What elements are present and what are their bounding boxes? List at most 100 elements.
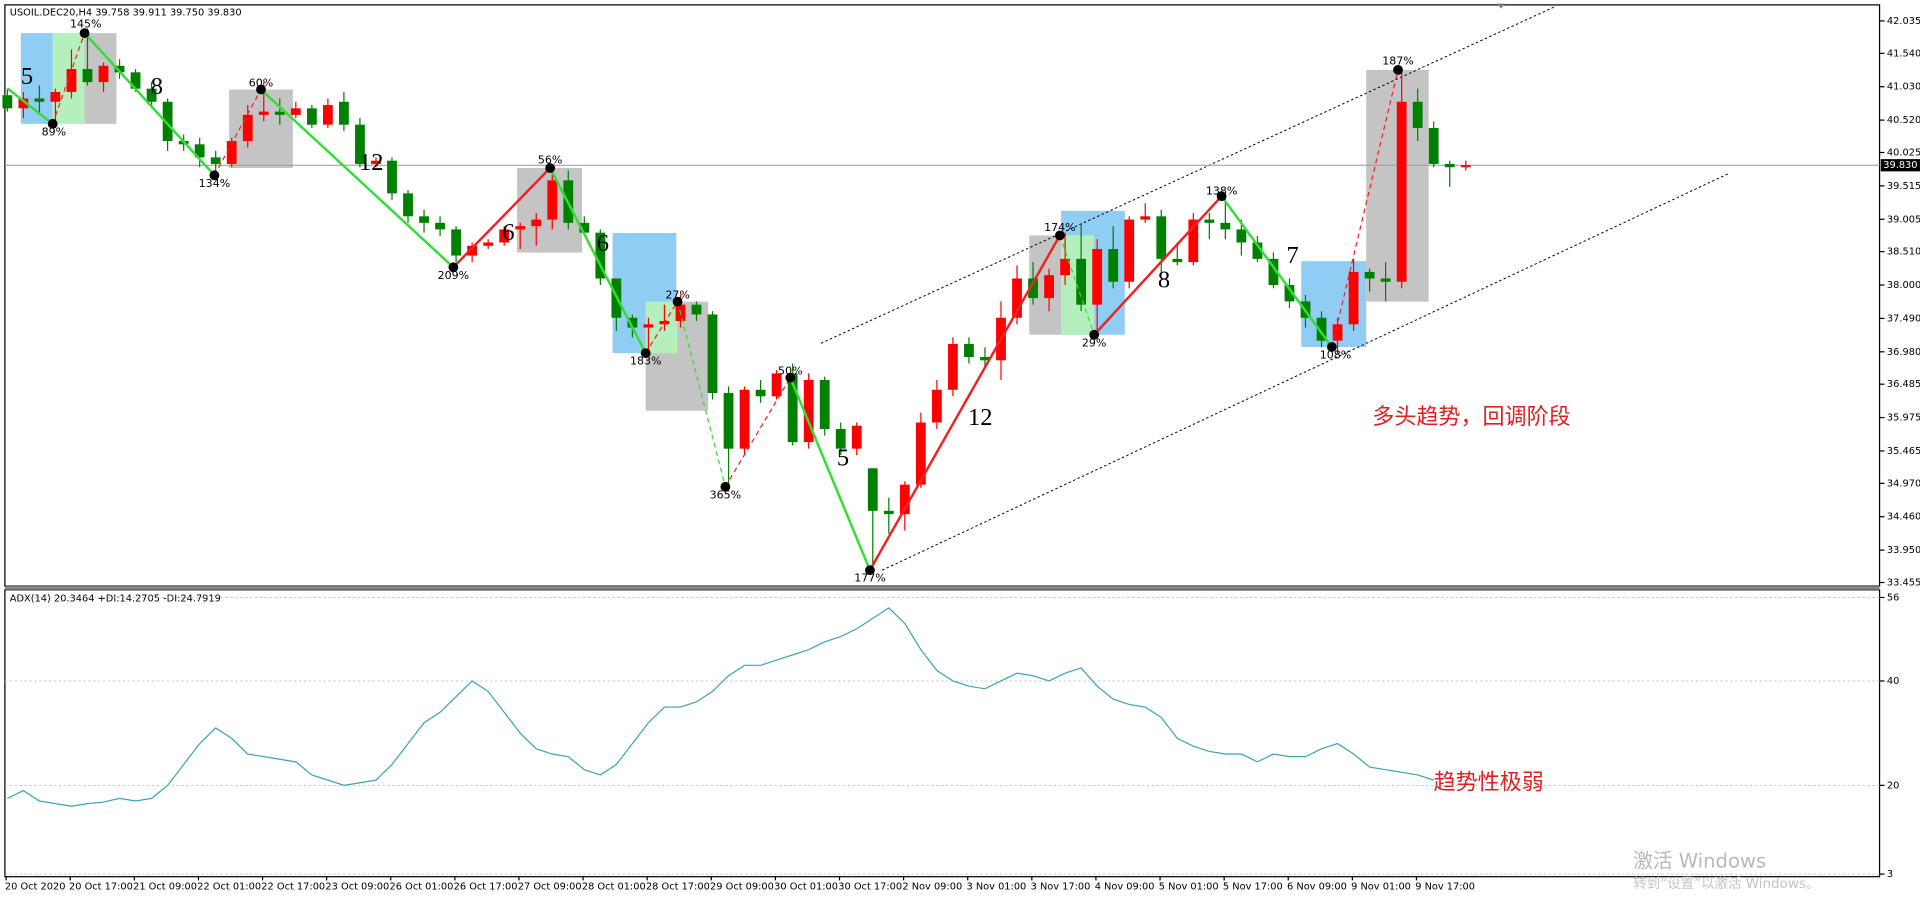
swing-ratio: 187% xyxy=(1382,54,1413,67)
candle-body xyxy=(980,357,990,361)
candle-body xyxy=(403,193,413,217)
candle-body xyxy=(1268,258,1279,286)
y-tick-label: 39.515 xyxy=(1887,181,1920,192)
candle-body xyxy=(1108,249,1119,282)
channel-line xyxy=(881,172,1731,571)
candle-body xyxy=(339,101,349,125)
y-tick-label: 39.005 xyxy=(1887,214,1920,225)
candle-body xyxy=(948,343,958,390)
candle-body xyxy=(787,373,798,443)
candle-body xyxy=(1124,219,1135,282)
current-price-badge xyxy=(1880,159,1920,172)
y-tick-label: 41.540 xyxy=(1887,48,1920,59)
pivot-dot xyxy=(672,296,683,307)
wave-count: 6 xyxy=(502,219,514,246)
watermark-subtitle: 转到“设置”以激活 Windows。 xyxy=(1633,876,1819,892)
zigzag-up xyxy=(213,89,262,176)
candle-body xyxy=(274,111,285,115)
candle-body xyxy=(1156,216,1167,259)
candle-body xyxy=(130,72,141,89)
candle-body xyxy=(1348,271,1359,325)
candle-body xyxy=(34,98,45,102)
candle-body xyxy=(1204,219,1215,223)
candle-body xyxy=(50,91,61,102)
swing-ratio: 29% xyxy=(1082,336,1106,349)
candle-body xyxy=(643,324,654,328)
swing-ratio: 183% xyxy=(630,355,661,368)
pivot-dot xyxy=(256,84,266,95)
x-tick-label: 6 Nov 09:00 xyxy=(1287,882,1347,893)
candle-body xyxy=(258,111,269,115)
pivot-dot xyxy=(720,481,731,492)
swing-ratio: 56% xyxy=(538,154,562,167)
swing-ratio: 177% xyxy=(854,572,885,585)
y-tick-label: 56 xyxy=(1887,592,1899,603)
symbol-header: USOIL.DEC20,H4 39.758 39.911 39.750 39.8… xyxy=(10,7,242,18)
swing-ratio: 108% xyxy=(1320,349,1351,362)
candle-body xyxy=(290,108,301,115)
x-tick-label: 3 Nov 01:00 xyxy=(966,882,1026,893)
candle-body xyxy=(1028,278,1038,299)
adx-line xyxy=(7,607,1434,807)
candle-body xyxy=(1252,242,1263,259)
candle-body xyxy=(1188,219,1199,263)
x-tick-label: 21 Oct 09:00 xyxy=(133,882,197,893)
x-tick-label: 9 Nov 17:00 xyxy=(1415,882,1475,893)
candle-body xyxy=(98,65,109,83)
x-tick-label: 29 Oct 09:00 xyxy=(710,882,774,893)
x-tick-label: 28 Oct 17:00 xyxy=(646,882,710,893)
x-tick-label: 22 Oct 17:00 xyxy=(261,882,325,893)
candle-body xyxy=(322,105,333,125)
y-tick-label: 38.000 xyxy=(1887,280,1920,291)
y-tick-label: 41.030 xyxy=(1887,82,1920,93)
swing-ratio: 209% xyxy=(438,269,469,282)
zigzag-up xyxy=(724,377,791,488)
candle-body xyxy=(1332,324,1343,341)
zigzag-up xyxy=(1331,69,1399,348)
candle-body xyxy=(483,242,494,246)
candle-body xyxy=(531,219,542,227)
x-tick-label: 26 Oct 17:00 xyxy=(454,882,518,893)
y-tick-label: 40 xyxy=(1887,676,1899,687)
y-tick-label: 40.025 xyxy=(1887,147,1920,158)
wave-count: 12 xyxy=(359,149,383,176)
zone-box xyxy=(20,33,53,124)
candle-body xyxy=(851,425,862,449)
candle-body xyxy=(1044,275,1054,299)
y-tick-label: 34.970 xyxy=(1887,478,1920,489)
swing-ratio: 50% xyxy=(778,365,802,378)
y-tick-label: 40.520 xyxy=(1887,115,1920,126)
candle-body xyxy=(1412,101,1423,128)
candle-body xyxy=(547,180,558,220)
candle-body xyxy=(306,108,317,125)
candle-body xyxy=(435,222,445,230)
pivot-dot xyxy=(79,28,90,39)
y-tick-label: 36.980 xyxy=(1887,347,1920,358)
candles xyxy=(2,28,1880,574)
y-tick-label: 33.950 xyxy=(1887,545,1920,556)
candle-body xyxy=(1092,249,1103,305)
y-tick-label: 37.490 xyxy=(1887,313,1920,324)
pivot-dot xyxy=(1054,230,1065,241)
swing-ratio: 89% xyxy=(42,125,66,138)
candle-body xyxy=(1060,258,1071,276)
zigzag-down xyxy=(260,88,455,269)
zigzag-up xyxy=(1093,195,1223,336)
zigzag-down xyxy=(6,87,54,125)
candle-body xyxy=(82,69,93,83)
candle-body xyxy=(739,389,750,449)
price-panel xyxy=(4,4,1881,587)
pivot-dot xyxy=(1089,329,1100,340)
candle-body xyxy=(723,393,734,449)
candle-body xyxy=(146,88,157,102)
zigzag-down xyxy=(1220,195,1333,348)
candle-body xyxy=(1428,127,1439,164)
y-tick-label: 34.460 xyxy=(1887,512,1920,523)
candle-body xyxy=(66,69,77,92)
y-tick-label: 33.455 xyxy=(1887,578,1920,589)
pivot-dot xyxy=(1326,342,1337,352)
x-tick-label: 26 Oct 01:00 xyxy=(390,882,454,893)
candle-body xyxy=(387,160,397,194)
zigzag-down xyxy=(789,377,872,571)
